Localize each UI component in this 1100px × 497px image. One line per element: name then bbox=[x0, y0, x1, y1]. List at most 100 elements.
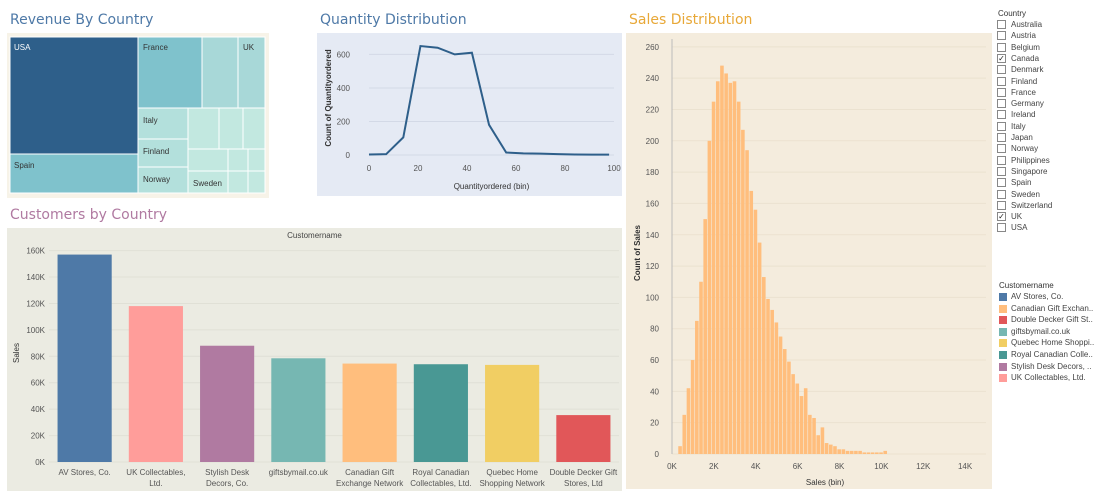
sales-bar[interactable] bbox=[707, 140, 712, 454]
sales-bar[interactable] bbox=[766, 298, 770, 454]
treemap-cell-uk[interactable] bbox=[237, 36, 266, 109]
checkbox[interactable] bbox=[997, 144, 1006, 154]
checkbox[interactable]: ✓ bbox=[997, 212, 1006, 222]
sales-bar[interactable] bbox=[682, 414, 687, 454]
sales-bar[interactable] bbox=[829, 444, 833, 454]
sales-bar[interactable] bbox=[699, 281, 703, 454]
country-filter-label: Sweden bbox=[1011, 189, 1040, 199]
sales-bar[interactable] bbox=[854, 450, 858, 454]
checkbox[interactable] bbox=[997, 166, 1006, 176]
treemap-cell-spain[interactable] bbox=[9, 153, 139, 194]
customers-bar[interactable] bbox=[200, 345, 255, 462]
sales-bar[interactable] bbox=[833, 446, 837, 454]
sales-bar[interactable] bbox=[866, 452, 871, 454]
sales-bar[interactable] bbox=[745, 150, 749, 454]
sales-bar[interactable] bbox=[791, 374, 795, 454]
treemap-cell-mid-2[interactable] bbox=[227, 148, 249, 172]
sales-bar[interactable] bbox=[736, 101, 741, 454]
checkbox[interactable] bbox=[997, 65, 1006, 75]
treemap-cell-norway[interactable] bbox=[137, 166, 189, 194]
sales-bar[interactable] bbox=[820, 427, 825, 454]
checkbox[interactable] bbox=[997, 155, 1006, 165]
sales-bar[interactable] bbox=[803, 388, 808, 454]
customer-legend-label: AV Stores, Co. bbox=[1011, 292, 1064, 301]
treemap-cell-italy-2[interactable] bbox=[187, 107, 220, 150]
customers-bar[interactable] bbox=[128, 306, 183, 462]
quantity-line[interactable] bbox=[368, 44, 610, 156]
treemap-cell-mid-3[interactable] bbox=[247, 148, 266, 172]
sales-bar[interactable] bbox=[770, 309, 774, 454]
sales-bar[interactable] bbox=[782, 349, 787, 454]
sales-ytick-label: 240 bbox=[646, 74, 660, 83]
sales-bar[interactable] bbox=[883, 450, 888, 454]
sales-bar[interactable] bbox=[695, 320, 699, 454]
sales-bar[interactable] bbox=[753, 209, 758, 454]
checkbox[interactable] bbox=[997, 99, 1006, 109]
treemap-cell-small-1[interactable] bbox=[227, 170, 249, 194]
treemap-cell-usa[interactable] bbox=[9, 36, 139, 155]
checkbox[interactable] bbox=[997, 20, 1006, 29]
treemap-cell-mid-1[interactable] bbox=[187, 148, 229, 172]
checkbox[interactable] bbox=[997, 200, 1006, 210]
treemap-chart: USA France UK Italy Finland Norway Spain… bbox=[9, 36, 266, 194]
quantity-panel: 0 200 400 600 0 20 40 60 80 100 Quantityordered (b… bbox=[317, 33, 622, 196]
checkbox[interactable] bbox=[997, 110, 1006, 120]
sales-bar[interactable] bbox=[879, 452, 883, 454]
sales-ytick-label: 120 bbox=[646, 262, 660, 271]
quantity-xtick-label: 100 bbox=[607, 164, 621, 173]
sales-bar[interactable] bbox=[711, 101, 716, 454]
sales-bar[interactable] bbox=[787, 361, 791, 454]
checkbox[interactable] bbox=[997, 133, 1006, 142]
sales-bar[interactable] bbox=[678, 446, 682, 454]
checkbox[interactable] bbox=[997, 121, 1006, 131]
treemap-cell-france[interactable] bbox=[137, 36, 203, 109]
sales-bar[interactable] bbox=[757, 242, 762, 454]
sales-bar[interactable] bbox=[703, 219, 707, 454]
sales-bar[interactable] bbox=[824, 443, 829, 454]
checkbox[interactable] bbox=[997, 76, 1006, 86]
checkbox[interactable] bbox=[997, 189, 1006, 199]
sales-bar[interactable] bbox=[862, 452, 867, 454]
sales-bar[interactable] bbox=[812, 417, 816, 454]
treemap-cell-italy-3[interactable] bbox=[218, 107, 244, 150]
sales-bar[interactable] bbox=[808, 414, 812, 454]
sales-bar[interactable] bbox=[732, 81, 737, 454]
sales-bar[interactable] bbox=[795, 383, 800, 454]
sales-bar[interactable] bbox=[816, 435, 821, 454]
sales-bar[interactable] bbox=[778, 336, 783, 454]
sales-bar[interactable] bbox=[749, 190, 754, 455]
sales-bar[interactable] bbox=[741, 129, 745, 454]
customers-bar[interactable] bbox=[485, 364, 540, 462]
sales-bar[interactable] bbox=[875, 452, 879, 454]
sales-bar[interactable] bbox=[762, 277, 766, 454]
treemap-cell-italy-4[interactable] bbox=[242, 107, 266, 150]
sales-bar[interactable] bbox=[845, 450, 850, 454]
customers-bar[interactable] bbox=[556, 415, 611, 462]
sales-bar[interactable] bbox=[849, 450, 854, 454]
sales-bar[interactable] bbox=[686, 388, 691, 454]
customers-bar[interactable] bbox=[413, 364, 468, 462]
sales-bar[interactable] bbox=[837, 449, 841, 454]
checkbox[interactable] bbox=[997, 87, 1006, 97]
checkbox[interactable] bbox=[997, 223, 1006, 233]
sales-bar[interactable] bbox=[799, 396, 804, 454]
sales-bar[interactable] bbox=[724, 73, 728, 455]
sales-bar[interactable] bbox=[690, 360, 695, 454]
checkbox[interactable]: ✓ bbox=[997, 53, 1006, 63]
sales-bar[interactable] bbox=[858, 450, 862, 454]
checkbox[interactable] bbox=[997, 31, 1006, 41]
customers-bar[interactable] bbox=[342, 363, 397, 462]
sales-bar[interactable] bbox=[841, 449, 846, 454]
sales-bar[interactable] bbox=[774, 322, 779, 454]
sales-bar[interactable] bbox=[715, 81, 720, 454]
country-filter-label: Canada bbox=[1011, 53, 1040, 63]
sales-bar[interactable] bbox=[720, 65, 724, 454]
sales-bar[interactable] bbox=[870, 452, 875, 454]
treemap-cell-france-2[interactable] bbox=[201, 36, 239, 109]
customers-bar[interactable] bbox=[57, 254, 112, 462]
treemap-cell-small-2[interactable] bbox=[247, 170, 266, 194]
sales-bar[interactable] bbox=[728, 82, 733, 454]
checkbox[interactable] bbox=[997, 178, 1006, 188]
checkbox[interactable] bbox=[997, 42, 1006, 52]
customers-bar[interactable] bbox=[271, 358, 326, 462]
